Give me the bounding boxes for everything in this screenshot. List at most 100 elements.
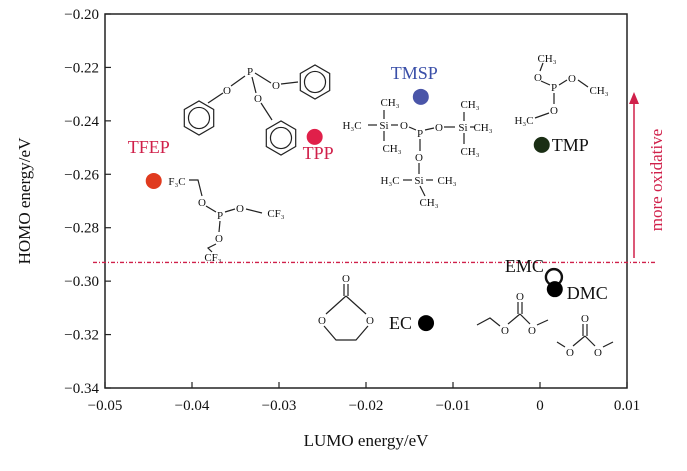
bond — [536, 319, 549, 326]
point-label-dmc: DMC — [567, 283, 608, 303]
bond — [323, 325, 369, 341]
y-axis-label: HOMO energy/eV — [15, 137, 34, 264]
carbonyl-oxygen: O — [516, 291, 524, 303]
atom-label: O — [400, 120, 408, 132]
y-tick-label: −0.26 — [64, 167, 99, 183]
aromatic-ring — [187, 106, 211, 130]
bond — [556, 341, 566, 348]
point-label-ec: EC — [389, 313, 412, 333]
x-tick-label: −0.03 — [262, 398, 297, 414]
bond — [419, 185, 426, 197]
y-tick-label: −0.32 — [64, 328, 99, 344]
data-point-tmp — [533, 136, 550, 153]
more-oxidative-arrow — [629, 92, 639, 258]
bond — [602, 341, 614, 348]
bond — [539, 62, 544, 72]
atom-label: O — [594, 347, 602, 359]
y-tick-label: −0.20 — [64, 7, 99, 23]
bond — [325, 295, 347, 315]
point-label-emc: EMC — [505, 256, 544, 276]
x-tick-label: −0.05 — [88, 398, 123, 414]
point-label-tfep: TFEP — [128, 137, 170, 157]
bond — [476, 317, 501, 327]
data-point-tmsp — [412, 88, 429, 105]
x-axis-label: LUMO energy/eV — [304, 431, 430, 450]
data-point-tpp — [306, 128, 323, 145]
bond — [205, 205, 217, 213]
atom-label: O — [366, 315, 374, 327]
data-point-dmc — [546, 281, 563, 298]
atom-label: CH₃ — [537, 53, 556, 65]
bond — [558, 79, 568, 86]
atom-label: CH₃ — [382, 143, 401, 155]
atom-label: CH₃ — [589, 85, 608, 97]
x-tick-label: −0.04 — [175, 398, 210, 414]
atom-label: CH₃ — [437, 175, 456, 187]
point-label-tpp: TPP — [303, 143, 334, 163]
bond — [572, 335, 586, 347]
aromatic-ring — [269, 126, 293, 150]
atom-label: CH₃ — [460, 146, 479, 158]
atom-label: CH₃ — [473, 122, 492, 134]
atom-label: CH₃ — [419, 197, 438, 209]
bond — [189, 179, 203, 197]
data-point-tfep — [145, 172, 162, 189]
bond — [224, 208, 236, 213]
phosphorus-label: P — [247, 66, 253, 78]
bond — [230, 75, 246, 87]
atom-label: O — [215, 233, 223, 245]
atom-label: O — [272, 80, 280, 92]
y-tick-label: −0.30 — [64, 274, 99, 290]
atom-label: CH₃ — [380, 97, 399, 109]
bond — [424, 127, 435, 131]
bond — [207, 92, 224, 104]
y-tick-label: −0.28 — [64, 221, 99, 237]
atom-label: CH₃ — [460, 99, 479, 111]
atom-label: O — [501, 325, 509, 337]
atom-label: Si — [458, 122, 467, 134]
atom-label: P — [417, 128, 423, 140]
atom-label: O — [318, 315, 326, 327]
atom-label: H₃C — [380, 175, 399, 187]
atom-label: F₃C — [168, 176, 185, 188]
atom-label: O — [528, 325, 536, 337]
benzene-ring — [299, 64, 331, 100]
plot-frame — [104, 13, 628, 389]
atom-label: O — [415, 152, 423, 164]
y-tick-label: −0.22 — [64, 60, 99, 76]
atom-label: H₃C — [514, 115, 533, 127]
atom-label: O — [568, 73, 576, 85]
carbonyl-oxygen: O — [581, 313, 589, 325]
atom-label: O — [254, 93, 262, 105]
bond — [534, 112, 550, 119]
y-tick-label: −0.24 — [64, 114, 99, 130]
bond — [251, 76, 257, 94]
data-point-ec — [418, 315, 435, 332]
atom-label: Si — [414, 175, 423, 187]
x-tick-label: 0 — [536, 398, 544, 414]
bond — [245, 208, 263, 214]
bond — [540, 80, 551, 86]
atom-label: O — [550, 105, 558, 117]
more-oxidative-label: more oxidative — [647, 129, 666, 231]
aromatic-ring — [303, 70, 327, 94]
bond — [408, 126, 417, 131]
atom-label: CF₃ — [267, 208, 284, 220]
atom-label: Si — [379, 120, 388, 132]
x-tick-label: −0.01 — [436, 398, 471, 414]
atom-label: O — [566, 347, 574, 359]
bond — [519, 313, 531, 325]
bond — [280, 81, 299, 85]
point-label-tmp: TMP — [552, 135, 589, 155]
atom-label: P — [551, 82, 557, 94]
benzene-ring — [183, 100, 215, 136]
atom-label: O — [435, 122, 443, 134]
atom-label: O — [534, 72, 542, 84]
carbonyl-oxygen: O — [342, 273, 350, 285]
bond — [584, 335, 596, 347]
bond — [260, 102, 273, 121]
benzene-ring — [265, 120, 297, 156]
x-tick-label: 0.01 — [614, 398, 640, 414]
point-label-tmsp: TMSP — [391, 63, 438, 83]
